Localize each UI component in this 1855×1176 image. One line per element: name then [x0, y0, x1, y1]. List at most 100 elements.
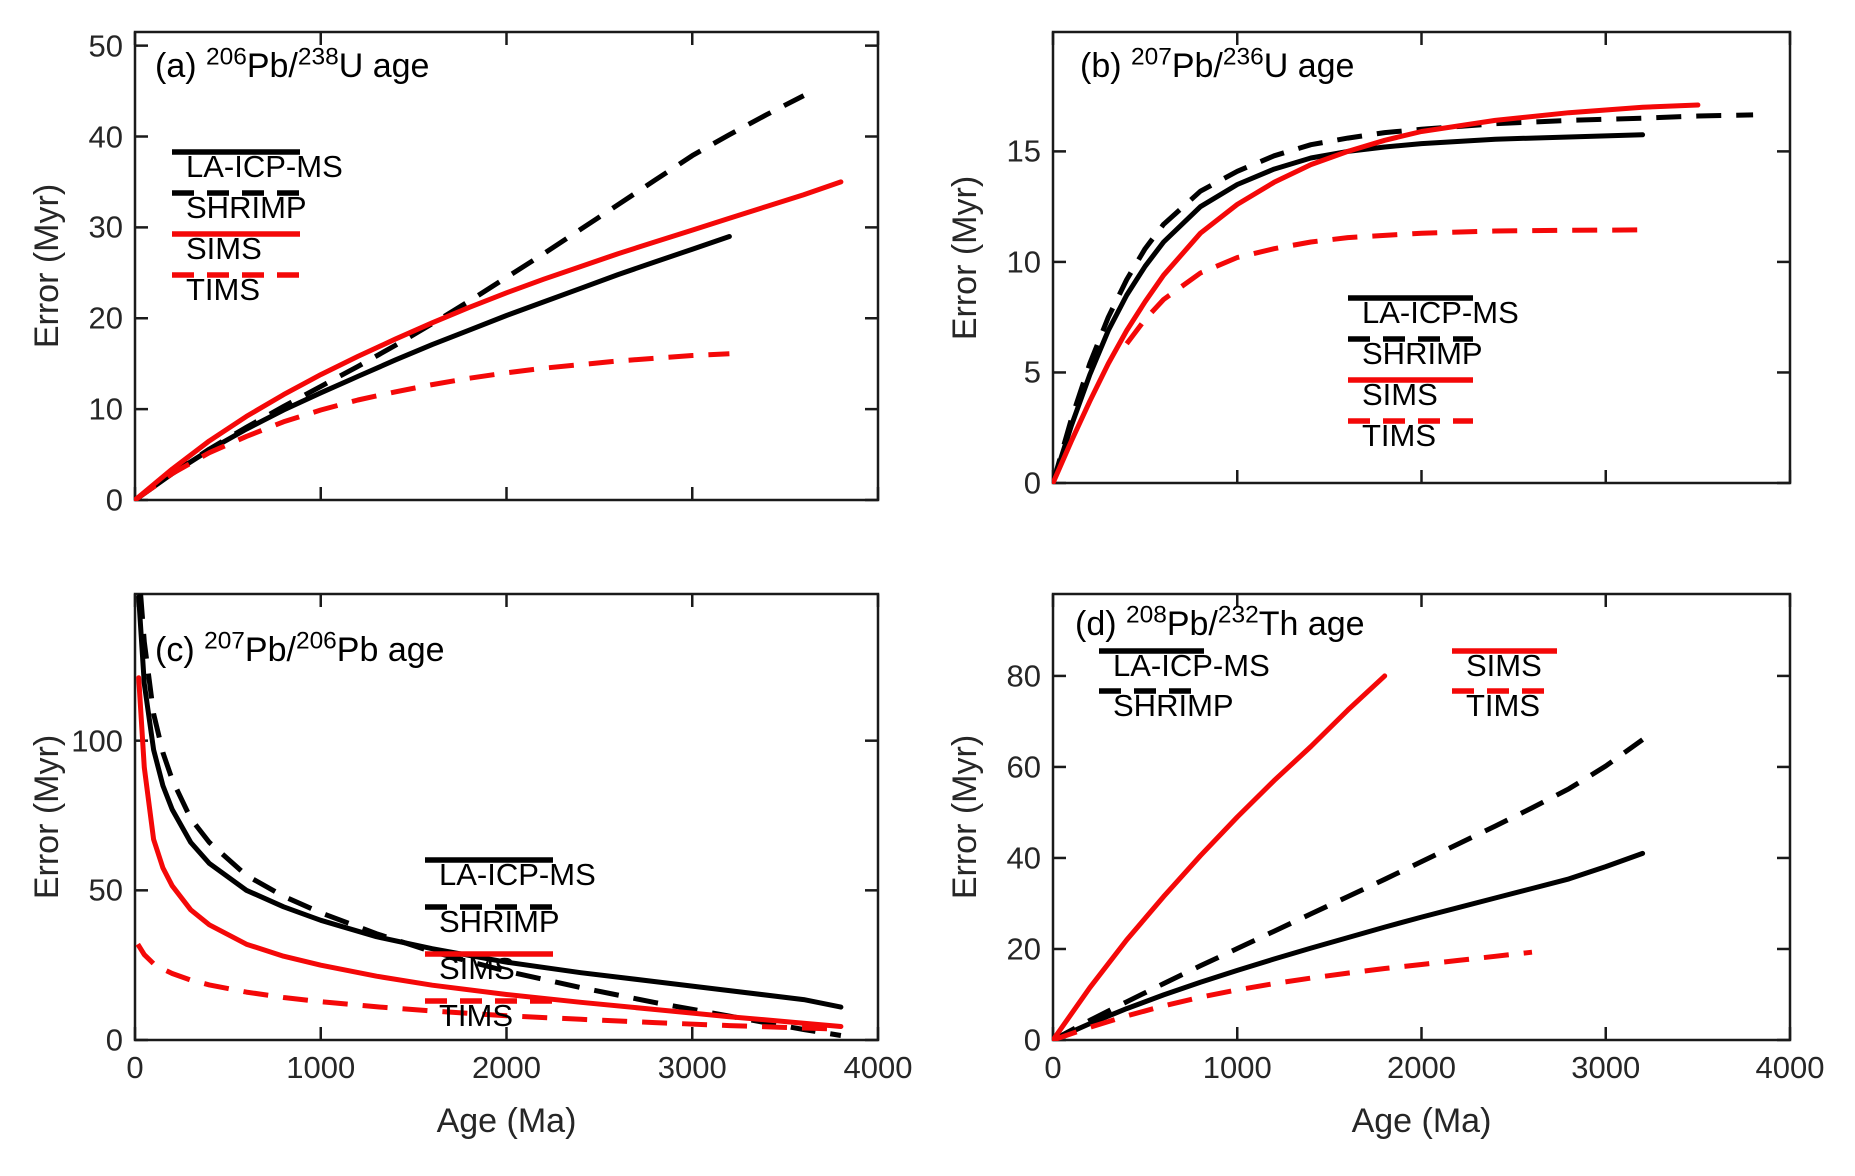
x-tick-label: 2000	[1387, 1050, 1456, 1085]
legend-label: LA-ICP-MS	[1113, 647, 1270, 683]
x-tick-label: 3000	[657, 1050, 727, 1085]
legend-label: SHRIMP	[186, 189, 307, 225]
legend-line-shrimp	[425, 904, 553, 910]
plot-canvas-d	[1051, 592, 1792, 1042]
title-superscript: 206	[206, 43, 247, 71]
curve-a-la-icp-ms	[134, 234, 732, 501]
curve-d-tims	[1052, 949, 1533, 1041]
y-axis-label: Error (Myr)	[946, 175, 984, 340]
y-tick-label: 0	[1023, 465, 1041, 501]
curve-d-shrimp	[1052, 737, 1645, 1041]
plot-canvas-a	[133, 30, 880, 502]
legend-label: SHRIMP	[439, 903, 560, 939]
y-tick-label: 0	[105, 1022, 123, 1058]
title-text: U age	[338, 47, 430, 85]
curve-c-shrimp	[138, 593, 842, 1038]
legend-line-tims	[1452, 688, 1557, 694]
y-tick-label: 0	[105, 482, 123, 518]
title-superscript: 208	[1126, 601, 1167, 629]
curve-c-la-icp-ms	[136, 594, 844, 1010]
legend-label: SIMS	[186, 230, 262, 266]
x-tick-label: 0	[126, 1050, 144, 1085]
y-tick-label: 5	[1023, 354, 1041, 390]
curve-b-tims	[1124, 227, 1643, 346]
curve-d-la-icp-ms	[1052, 850, 1646, 1041]
curve-c-tims	[135, 942, 841, 1032]
legend-line-la-icp-ms	[1099, 648, 1204, 654]
panel-d: 0 20 40 60 80 0 1000 2000 3000 4000 Age (Ma) Error …	[927, 588, 1854, 1176]
legend-label: SHRIMP	[1113, 687, 1234, 723]
y-axis-label: Error (Myr)	[28, 734, 66, 900]
legend-item-shrimp: SHRIMP	[425, 901, 560, 941]
plot-canvas-c	[133, 592, 880, 1042]
plot-canvas-b	[1051, 30, 1792, 485]
legend-line-shrimp	[1348, 336, 1473, 342]
legend-item-la-icp-ms: LA-ICP-MS	[172, 146, 343, 186]
legend-label: TIMS	[1466, 687, 1541, 723]
legend-label: SHRIMP	[1362, 335, 1483, 371]
panel-d-title: (d) 208Pb/232Th age	[1075, 603, 1365, 643]
curve-a-tims	[134, 351, 730, 501]
y-tick-label: 0	[1023, 1022, 1041, 1058]
legend-label: TIMS	[439, 997, 514, 1033]
title-superscript: 236	[1222, 43, 1264, 71]
y-tick-label: 30	[88, 209, 123, 245]
x-tick-label: 1000	[1202, 1050, 1272, 1085]
legend-label: SIMS	[1466, 647, 1542, 683]
y-axis-label: Error (Myr)	[28, 183, 66, 349]
curve-a-shrimp	[134, 93, 805, 501]
legend-line-shrimp	[172, 190, 300, 196]
title-text: Pb/	[246, 47, 298, 85]
legend-line-sims	[1348, 377, 1473, 383]
legend-label: LA-ICP-MS	[186, 148, 343, 184]
title-text: Th age	[1258, 605, 1365, 643]
y-tick-label: 40	[88, 119, 123, 154]
title-text: (c)	[155, 631, 205, 669]
legend-item-shrimp: SHRIMP	[172, 187, 307, 227]
y-tick-label: 15	[1006, 133, 1041, 169]
x-tick-label: 4000	[1755, 1050, 1825, 1085]
x-tick-label: 1000	[286, 1050, 356, 1085]
y-tick-label: 20	[1006, 931, 1041, 967]
legend-item-sims: SIMS	[1348, 374, 1473, 414]
title-text: Pb/	[1166, 605, 1218, 643]
x-tick-label: 3000	[1571, 1050, 1641, 1085]
legend-line-la-icp-ms	[425, 857, 553, 863]
title-text: (b)	[1080, 47, 1131, 85]
y-tick-label: 60	[1006, 749, 1041, 785]
title-text: Pb/	[1171, 47, 1223, 85]
curve-b-sims	[1052, 102, 1701, 484]
legend-label: SIMS	[439, 950, 515, 986]
title-superscript: 232	[1217, 601, 1259, 629]
y-tick-label: 10	[1006, 244, 1041, 280]
panel-a: 0 10 20 30 40 50 Error (Myr) (a) 206Pb/238U age…	[0, 0, 927, 588]
y-tick-label: 80	[1006, 658, 1041, 694]
legend-item-tims: TIMS	[172, 269, 300, 309]
title-superscript: 206	[295, 627, 337, 655]
legend-item-sims: SIMS	[1452, 645, 1557, 685]
panel-b: 0 5 10 15 Error (Myr) (b) 207Pb/236U age LA-IC…	[927, 0, 1854, 588]
legend-line-la-icp-ms	[1348, 295, 1473, 301]
legend-item-tims: TIMS	[1348, 415, 1473, 455]
y-tick-label: 20	[88, 300, 123, 336]
legend-line-sims	[1452, 648, 1557, 654]
title-text: (a)	[155, 47, 206, 85]
y-tick-label: 10	[88, 391, 123, 427]
panel-c: 0 50 100 0 1000 2000 3000 4000 Age (Ma) Error (My…	[0, 588, 927, 1176]
legend-item-la-icp-ms: LA-ICP-MS	[425, 854, 596, 894]
curve-b-shrimp	[1052, 112, 1754, 484]
legend-item-la-icp-ms: LA-ICP-MS	[1348, 292, 1519, 332]
y-tick-label: 100	[71, 723, 123, 759]
x-tick-label: 2000	[472, 1050, 541, 1085]
legend-label: LA-ICP-MS	[439, 856, 596, 892]
y-tick-label: 50	[88, 28, 123, 64]
legend-label: TIMS	[186, 271, 261, 307]
title-superscript: 238	[297, 43, 339, 71]
title-text: Pb age	[336, 631, 445, 669]
x-axis-label: Age (Ma)	[1351, 1102, 1492, 1140]
legend-label: TIMS	[1362, 417, 1437, 453]
title-text: (d)	[1075, 605, 1126, 643]
legend-item-sims: SIMS	[425, 948, 553, 988]
legend-item-tims: TIMS	[1452, 685, 1557, 725]
